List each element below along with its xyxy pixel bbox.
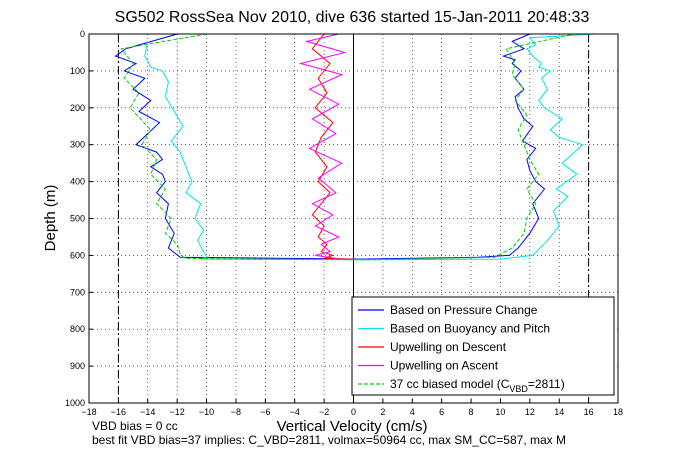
series-line-3	[311, 33, 354, 260]
legend-label-5: 37 cc biased model (CVBD=2811)	[390, 377, 565, 394]
legend-label-2: Based on Buoyancy and Pitch	[390, 322, 550, 336]
y-axis-label: Depth (m)	[42, 185, 59, 252]
y-tick-label: 0	[80, 29, 85, 39]
x-tick-label: 14	[554, 407, 564, 417]
data-series	[114, 33, 597, 261]
legend: Based on Pressure Change Based on Buoyanc…	[351, 296, 615, 396]
y-tick-label: 800	[70, 324, 85, 334]
x-tick-label: 4	[410, 407, 415, 417]
x-tick-label: −10	[199, 407, 214, 417]
series-line-5	[120, 33, 575, 261]
chart-title: SG502 RossSea Nov 2010, dive 636 started…	[115, 9, 590, 26]
x-tick-label: 2	[380, 407, 385, 417]
y-tick-label: 500	[70, 214, 85, 224]
x-tick-label: −8	[231, 407, 241, 417]
x-tick-label: −16	[111, 407, 126, 417]
x-tick-label: 8	[469, 407, 474, 417]
x-tick-label: −4	[290, 407, 300, 417]
x-tick-label: 18	[613, 407, 623, 417]
y-tick-label: 900	[70, 361, 85, 371]
y-tick-label: 600	[70, 250, 85, 260]
legend-box	[351, 296, 615, 396]
footer-best-fit: best fit VBD bias=37 implies: C_VBD=2811…	[92, 433, 566, 447]
y-tick-label: 200	[70, 103, 85, 113]
x-tick-label: −14	[140, 407, 155, 417]
legend-label-3: Upwelling on Descent	[390, 340, 507, 354]
x-tick-label: 6	[439, 407, 444, 417]
y-tick-label: 700	[70, 287, 85, 297]
x-tick-label: 0	[351, 407, 356, 417]
y-tick-label: 300	[70, 140, 85, 150]
x-tick-label: −12	[170, 407, 185, 417]
y-tick-labels: 0 100 200 300 400 500 600 700 800 900 1000	[65, 29, 93, 408]
x-tick-labels: −18 −16 −14 −12 −10 −8 −6 −4 −2 0 2 4 6 8 10 12 14 16 18	[81, 399, 623, 417]
y-tick-label: 100	[70, 66, 85, 76]
x-tick-label: 10	[495, 407, 505, 417]
x-tick-label: 12	[525, 407, 535, 417]
series-line-2	[144, 33, 597, 261]
x-axis-label: Vertical Velocity (cm/s)	[277, 418, 428, 435]
y-tick-label: 400	[70, 177, 85, 187]
x-tick-label: 16	[584, 407, 594, 417]
x-tick-label: −2	[319, 407, 329, 417]
legend-label-4: Upwelling on Ascent	[390, 359, 499, 373]
x-tick-label: −18	[81, 407, 96, 417]
footer-vbd-bias: VBD bias = 0 cc	[92, 419, 178, 433]
series-line-4	[298, 33, 347, 259]
legend-label-1: Based on Pressure Change	[390, 303, 538, 317]
x-tick-label: −6	[260, 407, 270, 417]
y-tick-label: 1000	[65, 398, 85, 408]
